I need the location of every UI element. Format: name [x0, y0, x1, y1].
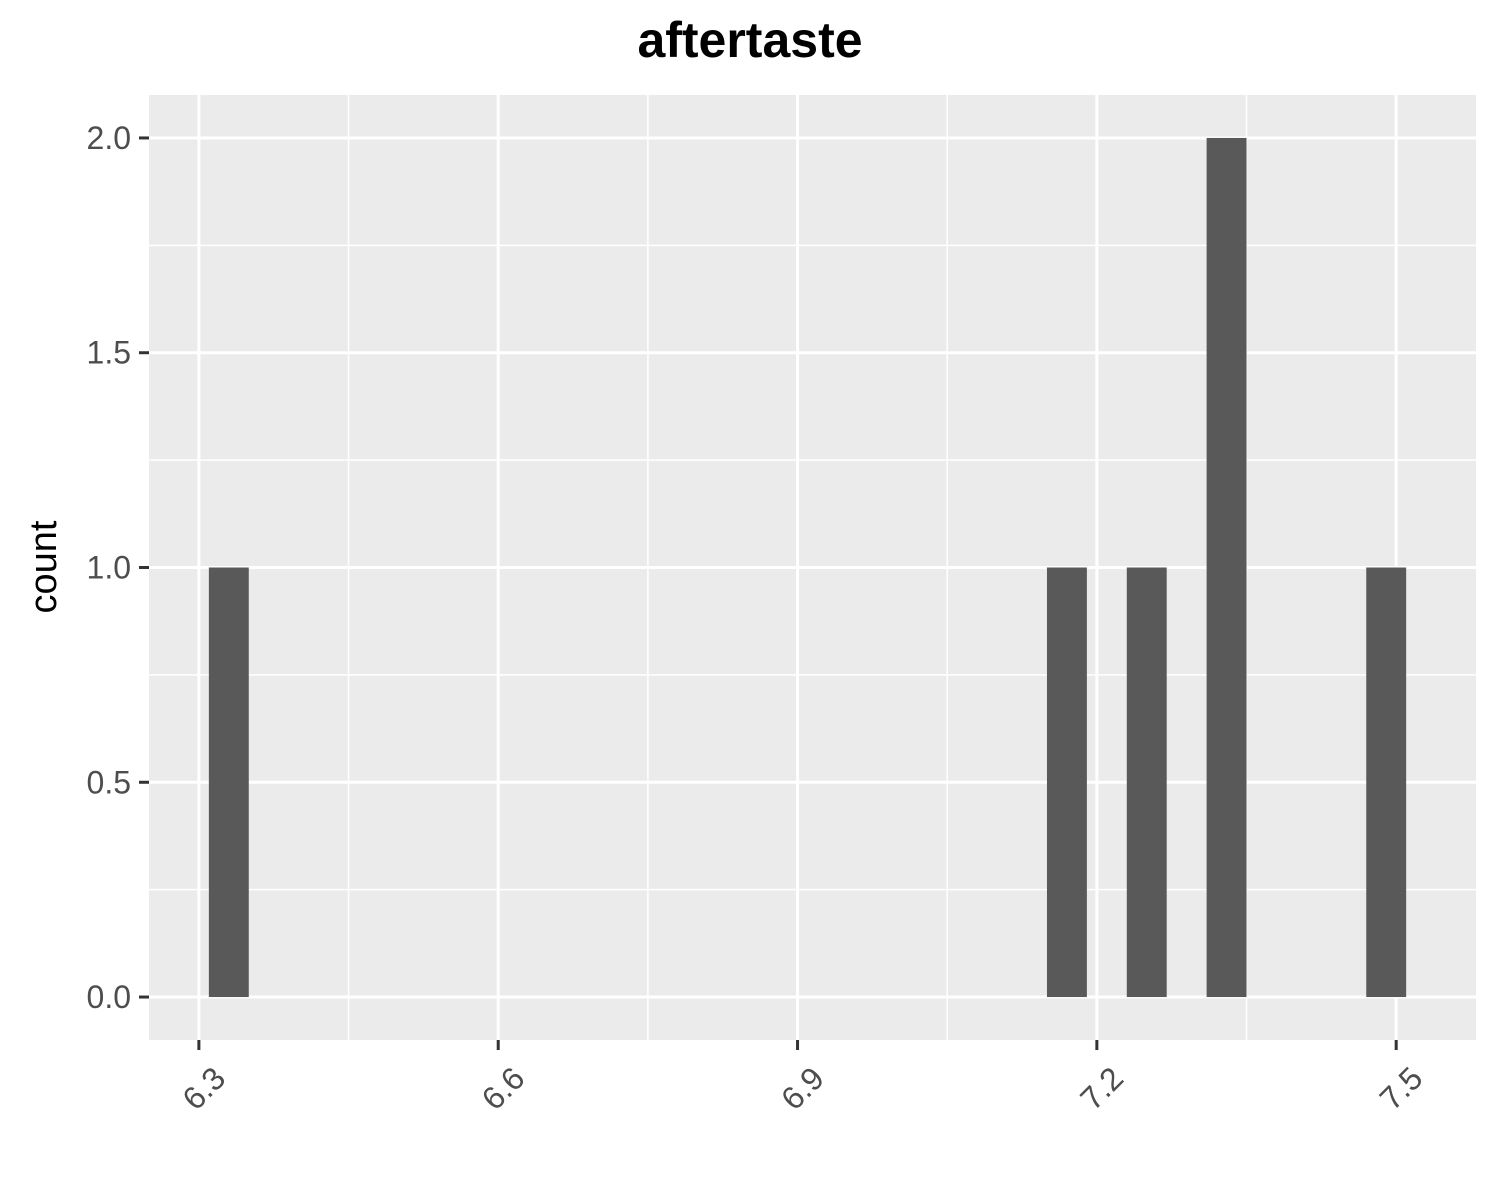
- y-tick-label: 1.5: [87, 335, 131, 371]
- histogram-bar: [1206, 137, 1247, 998]
- x-tick-label: 6.9: [774, 1060, 831, 1117]
- chart-title: aftertaste: [637, 12, 862, 68]
- x-axis: 6.3 6.6 6.9 7.2 7.5: [175, 1040, 1430, 1117]
- y-tick-label: 0.0: [87, 979, 131, 1015]
- x-tick-label: 6.6: [475, 1060, 532, 1117]
- y-tick-label: 0.5: [87, 764, 131, 800]
- y-axis: 0.0 0.5 1.0 1.5 2.0: [87, 120, 149, 1015]
- x-tick-label: 7.5: [1373, 1060, 1430, 1117]
- x-tick-label: 7.2: [1073, 1060, 1130, 1117]
- histogram-bars: [208, 137, 1407, 998]
- histogram-bar: [1366, 567, 1407, 998]
- y-tick-label: 2.0: [87, 120, 131, 156]
- histogram-bar: [1126, 567, 1167, 998]
- histogram-bar: [208, 567, 249, 998]
- y-axis-title: count: [23, 520, 65, 613]
- x-tick-label: 6.3: [175, 1060, 232, 1117]
- histogram-bar: [1046, 567, 1087, 998]
- y-tick-label: 1.0: [87, 550, 131, 586]
- major-gridlines: [149, 95, 1476, 1040]
